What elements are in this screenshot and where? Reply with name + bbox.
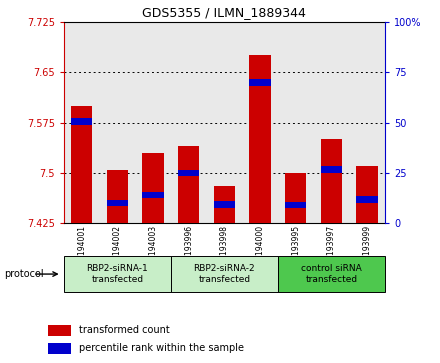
Text: RBP2-siRNA-2
transfected: RBP2-siRNA-2 transfected [194, 264, 255, 284]
Bar [321, 166, 342, 173]
Title: GDS5355 / ILMN_1889344: GDS5355 / ILMN_1889344 [143, 6, 306, 19]
Bar [249, 79, 271, 86]
Bar [356, 196, 378, 203]
Text: transformed count: transformed count [79, 325, 169, 335]
Bar [242, 22, 278, 223]
Bar [178, 146, 199, 223]
Text: percentile rank within the sample: percentile rank within the sample [79, 343, 244, 354]
Bar [285, 173, 307, 223]
Bar [71, 118, 92, 125]
Bar [349, 22, 385, 223]
Bar [106, 200, 128, 207]
Bar [178, 170, 199, 176]
Bar [321, 139, 342, 223]
Text: protocol: protocol [4, 269, 44, 279]
Bar [285, 202, 307, 208]
Bar [142, 192, 164, 199]
Bar [135, 22, 171, 223]
Bar [71, 106, 92, 223]
Bar [142, 153, 164, 223]
Bar [64, 22, 99, 223]
Bar [206, 22, 242, 223]
Bar [214, 201, 235, 208]
Text: control siRNA
transfected: control siRNA transfected [301, 264, 362, 284]
Bar [99, 22, 135, 223]
Bar [48, 325, 71, 336]
Bar [48, 343, 71, 354]
Bar [106, 170, 128, 223]
Bar [356, 166, 378, 223]
Bar [278, 22, 314, 223]
Text: RBP2-siRNA-1
transfected: RBP2-siRNA-1 transfected [86, 264, 148, 284]
Bar [171, 22, 206, 223]
Bar [249, 55, 271, 223]
Bar [214, 186, 235, 223]
Bar [314, 22, 349, 223]
